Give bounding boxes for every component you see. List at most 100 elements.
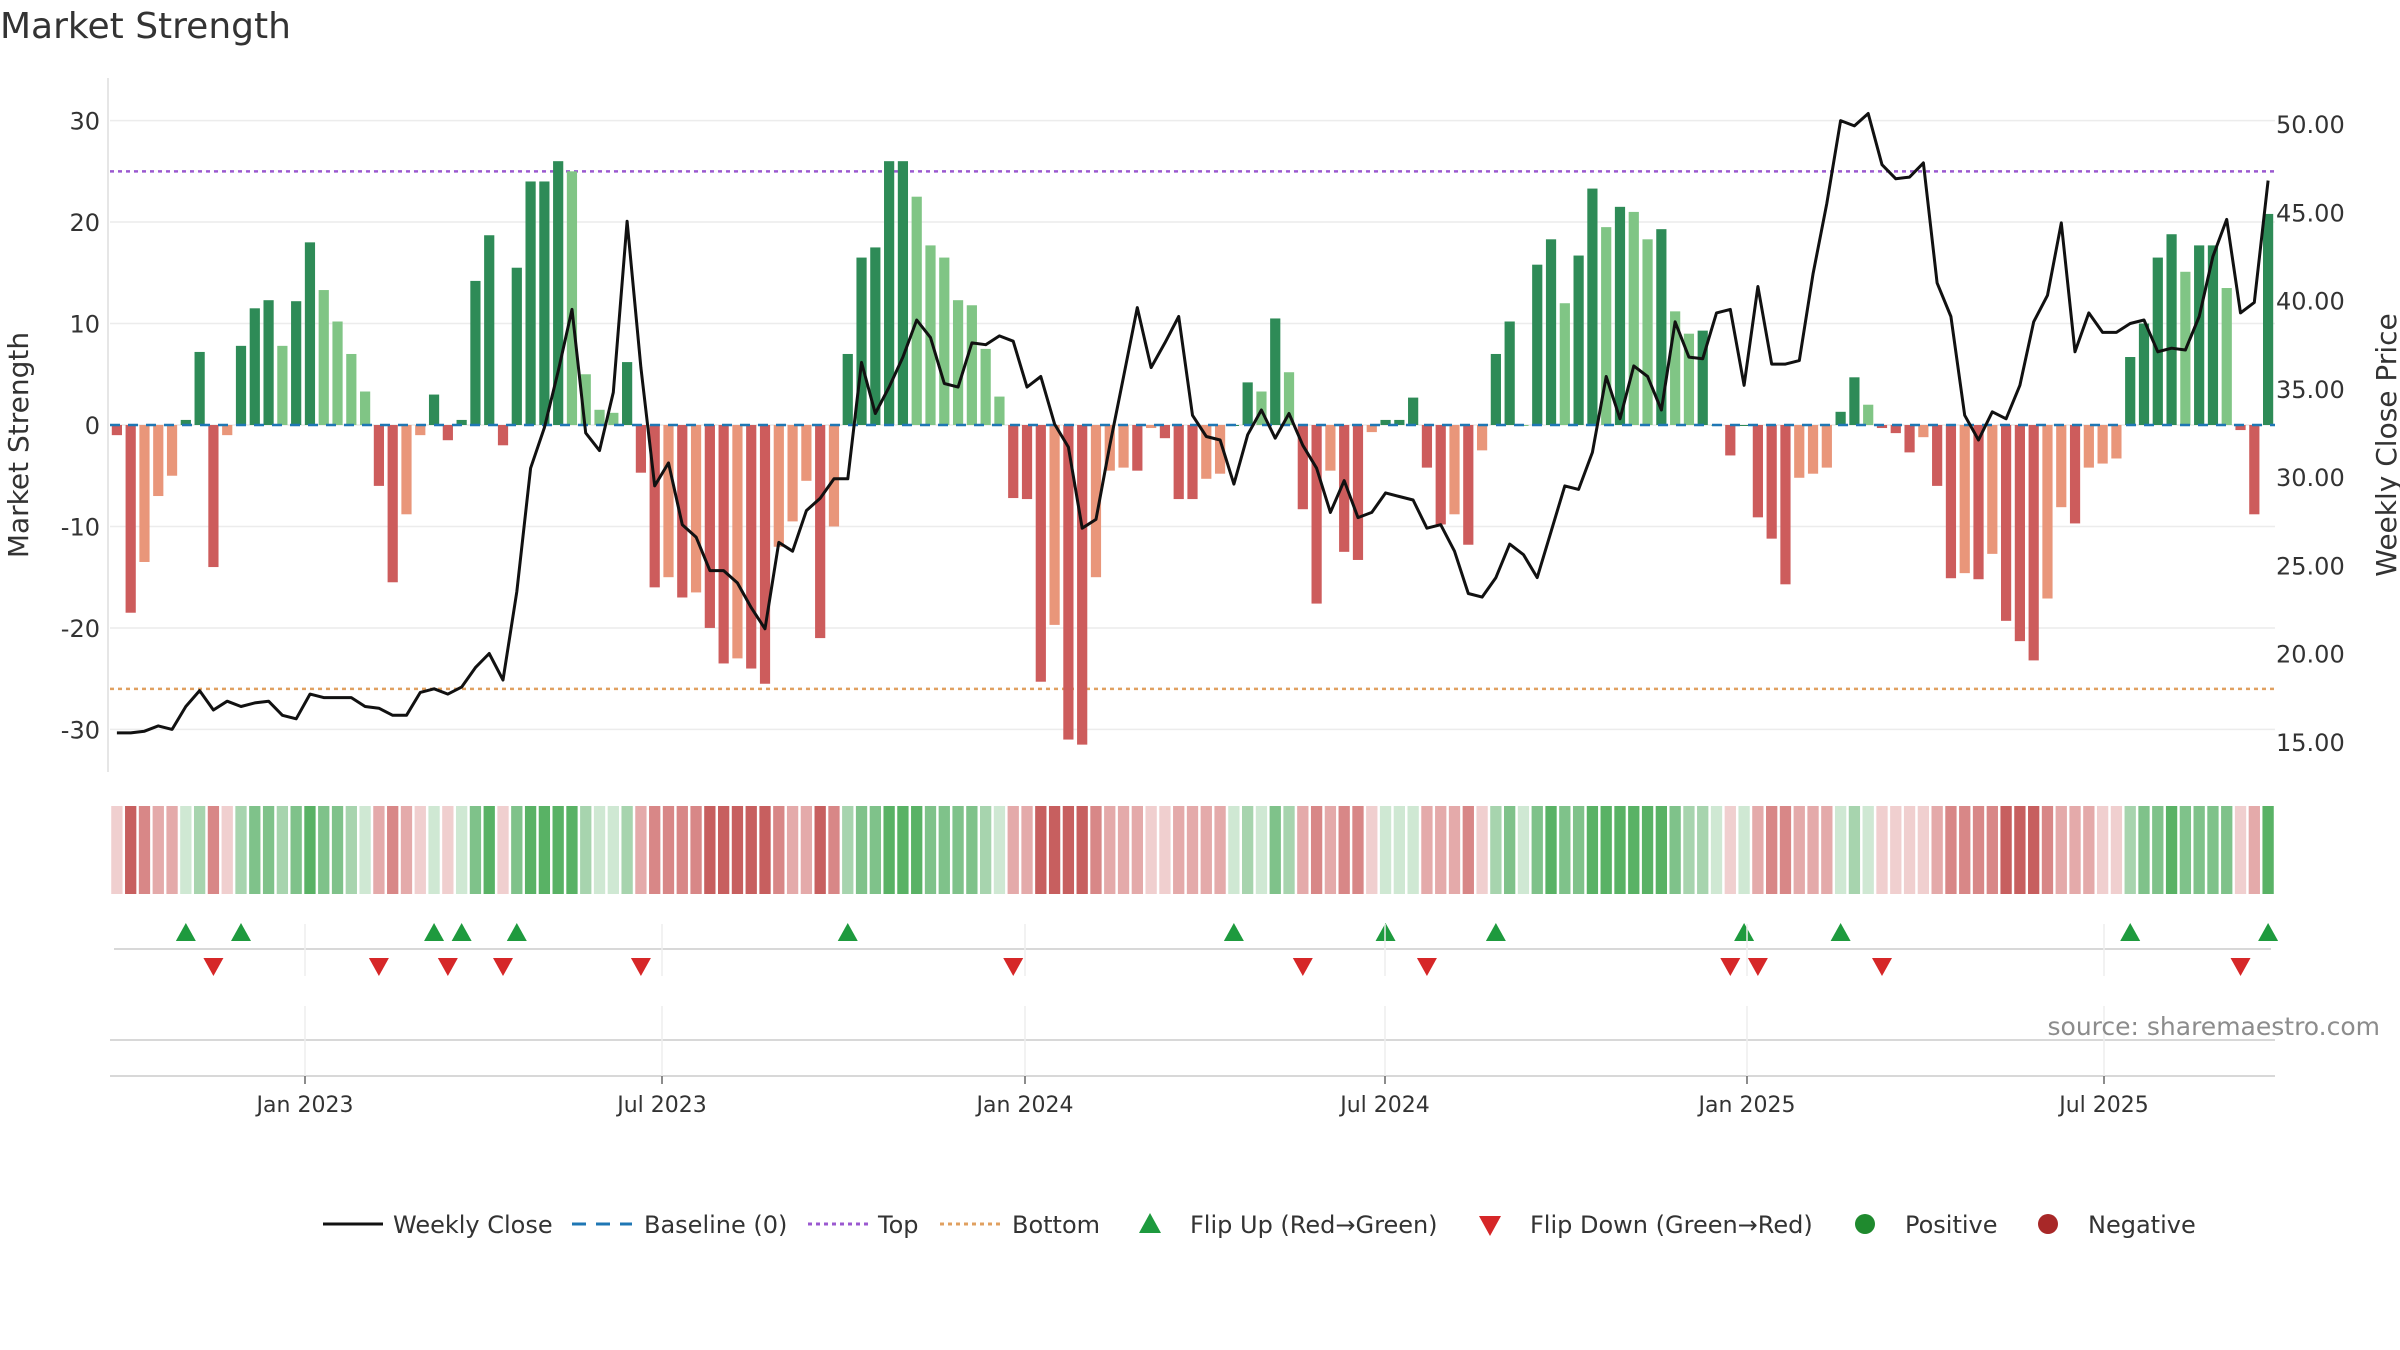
regime-band-cell: [1531, 806, 1543, 894]
regime-band-cell: [2124, 806, 2136, 894]
strength-bar: [1256, 391, 1267, 425]
y2-tick-label-0: 50.00: [2276, 111, 2345, 139]
strength-bar: [1532, 264, 1543, 425]
regime-band-cell: [1324, 806, 1337, 894]
strength-bar: [2221, 288, 2232, 425]
strength-bar: [2263, 213, 2274, 425]
flip-up-marker: [231, 923, 252, 941]
weekly-close-line: [116, 112, 2270, 735]
regime-band-cell: [869, 806, 881, 894]
strength-bar: [497, 425, 509, 446]
strength-bar: [1339, 425, 1350, 552]
regime-band-cell: [428, 806, 440, 894]
regime-band-cell: [2083, 806, 2095, 894]
regime-band-cell: [2041, 806, 2054, 894]
regime-band-cell: [524, 806, 537, 894]
regime-band-cell: [1090, 806, 1102, 894]
strength-bar: [208, 425, 219, 568]
strength-bar: [1118, 425, 1129, 468]
regime-band-cell: [469, 806, 482, 894]
regime-band-cell: [2179, 806, 2192, 894]
strength-bar: [415, 425, 426, 436]
strength-bar: [470, 280, 481, 425]
regime-band-cell: [745, 806, 757, 894]
strength-bar: [1325, 425, 1336, 471]
regime-band-cell: [1834, 806, 1847, 894]
x-tick-label-2: Jan 2024: [975, 1093, 1074, 1118]
flip-down-marker: [2230, 958, 2251, 976]
strength-bar: [553, 161, 564, 426]
regime-band-cell: [1821, 806, 1833, 894]
legend-label-5: Flip Down (Green→Red): [1530, 1211, 1813, 1239]
strength-bar: [1366, 425, 1377, 433]
strength-bar: [2056, 425, 2067, 508]
regime-band-cell: [1366, 806, 1378, 894]
regime-band-cell: [511, 806, 523, 894]
regime-band-cell: [1338, 806, 1350, 894]
regime-band-cell: [221, 806, 233, 894]
y2-tick-label-3: 35.00: [2276, 376, 2345, 404]
regime-band-cell: [676, 806, 688, 894]
strength-bar: [980, 348, 991, 425]
strength-bar: [801, 425, 812, 481]
regime-band-cell: [1048, 806, 1061, 894]
legend-label-2: Top: [877, 1211, 919, 1239]
regime-band-cell: [2193, 806, 2205, 894]
regime-band-cell: [180, 806, 192, 894]
regime-band-cell: [1641, 806, 1654, 894]
strength-bar: [1601, 227, 1612, 425]
strength-bar: [1614, 206, 1626, 425]
strength-bar: [884, 161, 895, 426]
regime-band-cell: [966, 806, 978, 894]
regime-band-cell: [1035, 806, 1047, 894]
regime-band-cell: [1159, 806, 1171, 894]
strength-bar: [222, 425, 233, 436]
strength-bar: [1766, 425, 1777, 539]
strength-bar: [111, 425, 122, 436]
strength-bar: [939, 257, 950, 425]
regime-band-cell: [138, 806, 151, 894]
flip-down-marker: [1292, 958, 1313, 976]
regime-band-cell: [1793, 806, 1805, 894]
regime-band-cell: [1655, 806, 1668, 894]
strength-bar: [373, 425, 385, 486]
regime-band-cell: [2096, 806, 2109, 894]
regime-band-cell: [1297, 806, 1309, 894]
strength-bar: [1973, 425, 1984, 580]
regime-band-cell: [1021, 806, 1033, 894]
regime-band-cell: [1959, 806, 1971, 894]
regime-band-cell: [1669, 806, 1681, 894]
regime-band-cell: [566, 806, 578, 894]
regime-band-cell: [1917, 806, 1930, 894]
flip-up-marker: [506, 923, 527, 941]
regime-band-cell: [1421, 806, 1433, 894]
strength-bar: [952, 300, 964, 425]
strength-bar: [1270, 318, 1281, 425]
strength-bar: [1725, 425, 1736, 456]
regime-band-cell: [2221, 806, 2233, 894]
strength-bar: [2125, 357, 2136, 425]
strength-bar: [2097, 425, 2108, 464]
strength-bar: [994, 396, 1005, 425]
regime-band-cell: [1931, 806, 1943, 894]
strength-bar: [2000, 425, 2012, 621]
regime-band-cell: [359, 806, 371, 894]
y2-tick-label-7: 15.00: [2276, 729, 2345, 757]
strength-bar: [1035, 425, 1046, 682]
legend-flip-up-icon: [1139, 1213, 1161, 1233]
y-axis-title: Market Strength: [2, 332, 35, 558]
regime-band-cell: [207, 806, 220, 894]
flip-down-marker: [1416, 958, 1437, 976]
strength-bar: [1008, 425, 1019, 499]
strength-bar: [1132, 425, 1143, 471]
regime-band-cell: [1104, 806, 1116, 894]
strength-bar: [360, 391, 371, 425]
regime-band-cell: [1131, 806, 1143, 894]
regime-band-cell: [690, 806, 702, 894]
strength-bar: [166, 425, 178, 476]
strength-bar: [1807, 425, 1819, 474]
x-tick-label-1: Jul 2023: [615, 1093, 707, 1118]
regime-band-cell: [1200, 806, 1212, 894]
flip-up-marker: [1485, 923, 1506, 941]
strength-bar: [1063, 425, 1074, 740]
